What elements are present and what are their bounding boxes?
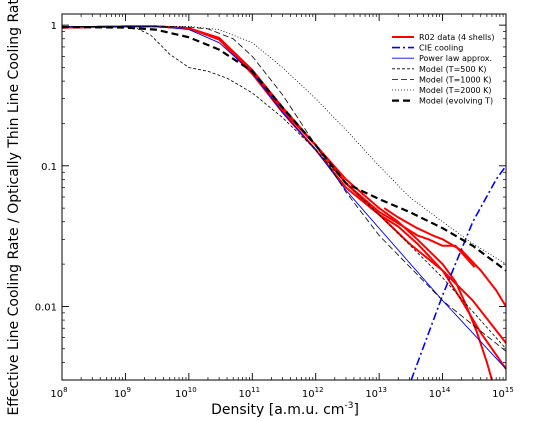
x-tick-exponent: 14 xyxy=(441,386,450,394)
x-tick-exponent: 8 xyxy=(63,386,67,394)
x-tick-exponent: 10 xyxy=(188,386,197,394)
x-tick-exponent: 12 xyxy=(315,386,324,394)
x-axis-title-end: ] xyxy=(353,402,358,418)
series-line-1-0 xyxy=(410,165,506,380)
series-line-6-0 xyxy=(62,25,506,272)
legend-label-3: Model (T=500 K) xyxy=(419,65,486,74)
series-line-4-0 xyxy=(62,26,506,352)
y-axis-title: Effective Line Cooling Rate / Optically … xyxy=(6,0,22,416)
x-tick-label: 1015 xyxy=(492,386,514,400)
x-tick-base: 10 xyxy=(175,389,188,400)
x-tick-base: 10 xyxy=(302,389,315,400)
x-axis-title-main: Density [a.m.u. cm xyxy=(211,402,344,418)
x-tick-exponent: 15 xyxy=(505,386,514,394)
x-tick-label: 109 xyxy=(114,386,131,400)
y-axis: 1 0.1 0.01 xyxy=(35,21,506,381)
series-line-3-0 xyxy=(62,26,506,350)
x-tick-exponent: 9 xyxy=(127,386,131,394)
x-tick-base: 10 xyxy=(492,389,505,400)
x-tick-base: 10 xyxy=(238,389,251,400)
x-tick-label: 1010 xyxy=(175,386,197,400)
x-tick-exponent: 13 xyxy=(378,386,387,394)
legend-label-1: CIE cooling xyxy=(419,44,463,53)
x-tick-exponent: 11 xyxy=(251,386,260,394)
x-tick-base: 10 xyxy=(50,389,63,400)
plot-area xyxy=(61,13,507,381)
y-tick-label: 1 xyxy=(51,21,57,32)
x-axis-title: Density [a.m.u. cm-3] xyxy=(211,401,359,418)
y-tick-label: 0.01 xyxy=(35,302,57,313)
x-tick-base: 10 xyxy=(114,389,127,400)
series-line-0-3 xyxy=(62,25,476,268)
y-tick-label: 0.1 xyxy=(41,162,57,173)
legend-label-5: Model (T=2000 K) xyxy=(419,86,492,95)
x-tick-base: 10 xyxy=(429,389,442,400)
legend-label-6: Model (evolving T) xyxy=(419,97,493,106)
legend-label-4: Model (T=1000 K) xyxy=(419,75,492,84)
series-line-0-0 xyxy=(62,25,506,344)
x-axis-title-superscript: -3 xyxy=(344,401,353,411)
x-tick-label: 1011 xyxy=(238,386,260,400)
x-tick-label: 108 xyxy=(50,386,67,400)
x-tick-label: 1012 xyxy=(302,386,324,400)
x-axis: 108 109 1010 1011 1012 1013 1014 1015 xyxy=(50,14,514,400)
series-lines xyxy=(62,25,506,380)
series-line-0-4 xyxy=(383,207,506,308)
legend-label-0: R02 data (4 shells) xyxy=(419,33,495,42)
x-tick-label: 1013 xyxy=(365,386,387,400)
x-tick-base: 10 xyxy=(365,389,378,400)
legend-label-2: Power law approx. xyxy=(419,54,492,63)
series-line-2-0 xyxy=(62,25,506,370)
x-tick-label: 1014 xyxy=(429,386,451,400)
